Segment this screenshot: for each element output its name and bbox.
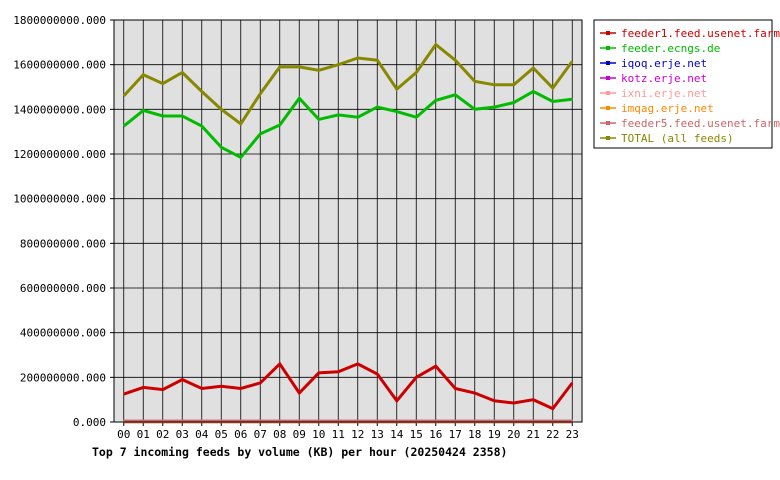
y-tick-label: 1200000000.000 [13, 148, 106, 161]
grid-lines [114, 19, 582, 423]
legend-box [593, 19, 773, 149]
x-tick-label: 05 [215, 428, 228, 441]
legend-label-total-all-feeds: TOTAL (all feeds) [621, 132, 734, 145]
y-tick-label: 1400000000.000 [13, 103, 106, 116]
x-tick-label: 16 [429, 428, 442, 441]
legend-marker-kotz-erje-net [606, 76, 610, 80]
plot-area [114, 20, 582, 422]
x-tick-label: 07 [254, 428, 267, 441]
legend-marker-feeder5-feed-usenet-farm [606, 121, 610, 125]
x-tick-label: 13 [371, 428, 384, 441]
legend-label-feeder-ecngs-de: feeder.ecngs.de [621, 42, 720, 55]
chart-title: Top 7 incoming feeds by volume (KB) per … [92, 445, 507, 459]
x-tick-label: 00 [117, 428, 130, 441]
y-tick-label: 600000000.000 [20, 282, 106, 295]
legend: feeder1.feed.usenet.farm feeder.ecngs.de i… [593, 19, 780, 149]
series-line-feeder1-feed-usenet-farm [123, 361, 574, 411]
legend-label-feeder5-feed-usenet-farm: feeder5.feed.usenet.farm [621, 117, 780, 130]
legend-marker-iqoq-erje-net [606, 61, 610, 65]
legend-label-ixni-erje-net: ixni.erje.net [621, 87, 707, 100]
legend-label-kotz-erje-net: kotz.erje.net [621, 72, 707, 85]
x-tick-label: 18 [468, 428, 481, 441]
x-tick-label: 20 [507, 428, 520, 441]
legend-label-iqoq-erje-net: iqoq.erje.net [621, 57, 707, 70]
x-tick-label: 11 [332, 428, 345, 441]
legend-label-feeder1-feed-usenet-farm: feeder1.feed.usenet.farm [621, 27, 780, 40]
legend-marker-feeder1-feed-usenet-farm [606, 31, 610, 35]
series-line-feeder-ecngs-de [122, 89, 573, 160]
x-tick-label: 03 [176, 428, 189, 441]
legend-marker-imqag-erje-net [606, 106, 610, 110]
legend-label-imqag-erje-net: imqag.erje.net [621, 102, 714, 115]
x-tick-label: 02 [156, 428, 169, 441]
x-tick-label: 15 [410, 428, 423, 441]
legend-marker-total-all-feeds [606, 136, 610, 140]
x-tick-label: 14 [390, 428, 404, 441]
x-tick-label: 17 [449, 428, 462, 441]
x-tick-label: 12 [351, 428, 364, 441]
y-tick-label: 400000000.000 [20, 327, 106, 340]
legend-marker-feeder-ecngs-de [606, 46, 610, 50]
x-tick-label: 01 [137, 428, 150, 441]
x-tick-label: 08 [273, 428, 286, 441]
x-tick-label: 10 [312, 428, 325, 441]
x-tick-label: 23 [566, 428, 579, 441]
y-tick-label: 1800000000.000 [13, 14, 106, 27]
x-tick-label: 21 [527, 428, 540, 441]
y-tick-label: 0.000 [73, 416, 106, 429]
x-tick-label: 04 [195, 428, 209, 441]
y-tick-label: 200000000.000 [20, 371, 106, 384]
x-tick-label: 06 [234, 428, 247, 441]
y-tick-label: 1600000000.000 [13, 59, 106, 72]
x-tick-label: 09 [293, 428, 306, 441]
y-axis-ticks: 0.000 200000000.000 400000000.000 600000000… [13, 14, 114, 429]
x-tick-label: 22 [546, 428, 559, 441]
plot-border [113, 19, 583, 423]
legend-marker-ixni-erje-net [606, 91, 610, 95]
x-tick-label: 19 [488, 428, 501, 441]
series-line-total-all-feeds [122, 42, 574, 126]
x-axis-ticks: 00 01 02 03 04 05 06 07 08 09 10 11 12 13 14 15 16 17 18 19… [117, 422, 579, 441]
y-tick-label: 1000000000.000 [13, 193, 106, 206]
y-tick-label: 800000000.000 [20, 237, 106, 250]
